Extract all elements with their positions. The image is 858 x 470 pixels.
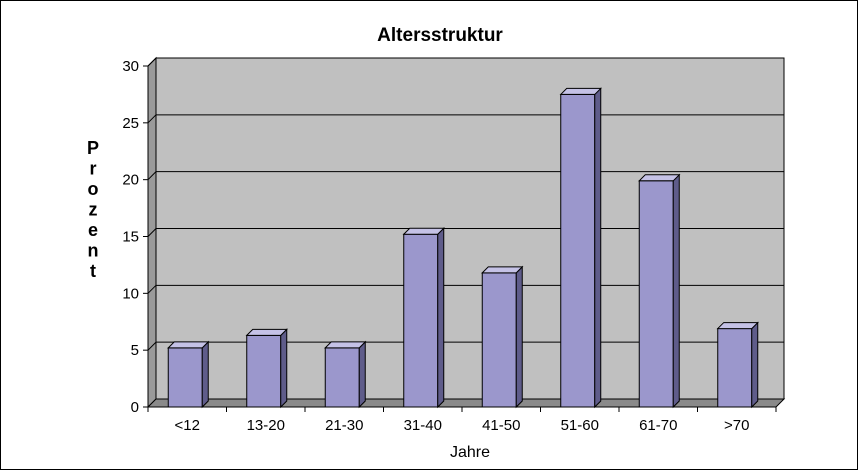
x-tick-label: >70: [724, 417, 749, 434]
chart-title: Altersstruktur: [377, 25, 503, 46]
bar-side: [280, 328, 288, 409]
bar: [716, 321, 759, 409]
bar: [402, 227, 445, 409]
bar-front: [167, 347, 203, 408]
y-tick-label: 5: [131, 342, 139, 359]
gridline: [147, 57, 784, 67]
bar-top: [559, 87, 602, 95]
y-tick-label: 10: [122, 285, 139, 302]
y-tick-label: 15: [122, 229, 139, 246]
bar-front: [403, 233, 439, 408]
y-axis-label-letter: P: [87, 138, 99, 158]
x-axis-label: Jahre: [450, 444, 490, 461]
bar: [481, 265, 524, 409]
bar-front: [560, 93, 596, 408]
bar-top: [245, 328, 288, 336]
bar-front: [638, 180, 674, 408]
x-tick-label: 31-40: [404, 417, 442, 434]
y-axis-label-letter: e: [88, 220, 98, 240]
bar-front: [324, 347, 360, 408]
bar-front: [481, 272, 517, 408]
bar-side: [358, 340, 366, 409]
bar: [324, 340, 367, 409]
y-axis: 0 5 10 15 20 25 30: [122, 58, 149, 416]
bar-top: [402, 227, 445, 235]
bar-top: [716, 322, 759, 330]
y-tick-label: 0: [131, 399, 139, 416]
y-axis-label-letter: t: [90, 261, 96, 281]
bar-top: [324, 341, 367, 349]
bar-side: [594, 87, 602, 409]
x-tick-label: 41-50: [482, 417, 520, 434]
x-tick-label: 13-20: [247, 417, 285, 434]
bar: [245, 328, 288, 409]
bar-side: [672, 173, 680, 409]
y-axis-label-letter: n: [88, 241, 99, 261]
plot-floor: [146, 398, 786, 408]
bar-side: [751, 321, 759, 409]
y-axis-label-letter: r: [89, 159, 96, 179]
bar: [559, 87, 602, 409]
x-tick-label: 51-60: [561, 417, 599, 434]
bar-top: [638, 174, 681, 182]
bar-front: [246, 334, 282, 408]
bar-front: [717, 328, 753, 408]
bars: [167, 87, 759, 409]
bar: [167, 340, 210, 409]
plot-area: [146, 56, 786, 409]
bar: [638, 173, 681, 409]
y-tick-label: 20: [122, 172, 139, 189]
x-tick-label: 61-70: [639, 417, 677, 434]
bar-side: [437, 227, 445, 409]
y-axis-label-letter: z: [89, 200, 98, 220]
bar-top: [481, 266, 524, 274]
y-tick-label: 30: [122, 58, 139, 75]
x-tick-label: <12: [175, 417, 200, 434]
bar-side: [201, 340, 209, 409]
bar-top: [167, 341, 210, 349]
y-axis-label-letter: o: [88, 179, 99, 199]
x-tick-label: 21-30: [325, 417, 363, 434]
y-tick-label: 25: [122, 115, 139, 132]
bar-side: [515, 265, 523, 409]
